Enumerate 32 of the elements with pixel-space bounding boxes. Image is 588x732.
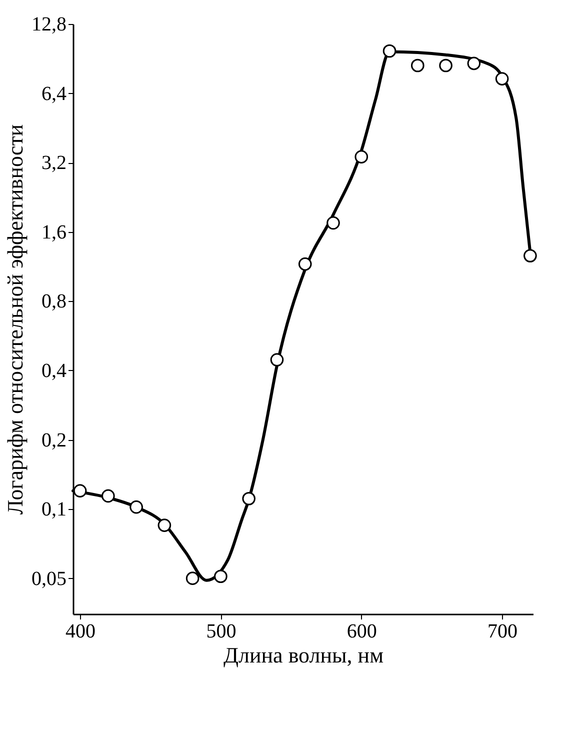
point (495, 72, 509, 86)
x-tick-label: 500 (206, 620, 236, 642)
point (326, 216, 340, 230)
y-tick-label: 6,4 (42, 82, 66, 105)
point (467, 56, 481, 70)
y-axis-title: Логарифм относительной эффективности (2, 124, 28, 515)
point (298, 257, 312, 271)
point (102, 489, 115, 503)
point (524, 249, 537, 262)
y-tick-label: 3,2 (42, 152, 66, 174)
point (354, 150, 368, 164)
point (214, 570, 228, 584)
point (410, 58, 424, 72)
y-tick-label: 12,8 (32, 14, 66, 36)
point (158, 518, 172, 532)
y-tick-label: 0,4 (42, 360, 66, 382)
x-tick-label: 600 (346, 620, 377, 642)
x-tick-label: 400 (66, 620, 96, 642)
point (73, 484, 87, 498)
y-tick-label: 0,8 (42, 290, 66, 313)
y-tick-label: 1,6 (42, 221, 66, 244)
y-tick-label: 0,05 (32, 568, 66, 590)
point (382, 44, 396, 58)
point (186, 572, 200, 585)
point (130, 500, 143, 514)
y-tick-label: 0,1 (42, 498, 66, 521)
point (439, 58, 452, 72)
y-tick-label: 0,2 (42, 429, 66, 452)
x-axis-title: Длина волны, нм (224, 642, 384, 668)
x-tick-label: 700 (488, 620, 518, 642)
point (270, 353, 284, 366)
point (242, 492, 256, 506)
